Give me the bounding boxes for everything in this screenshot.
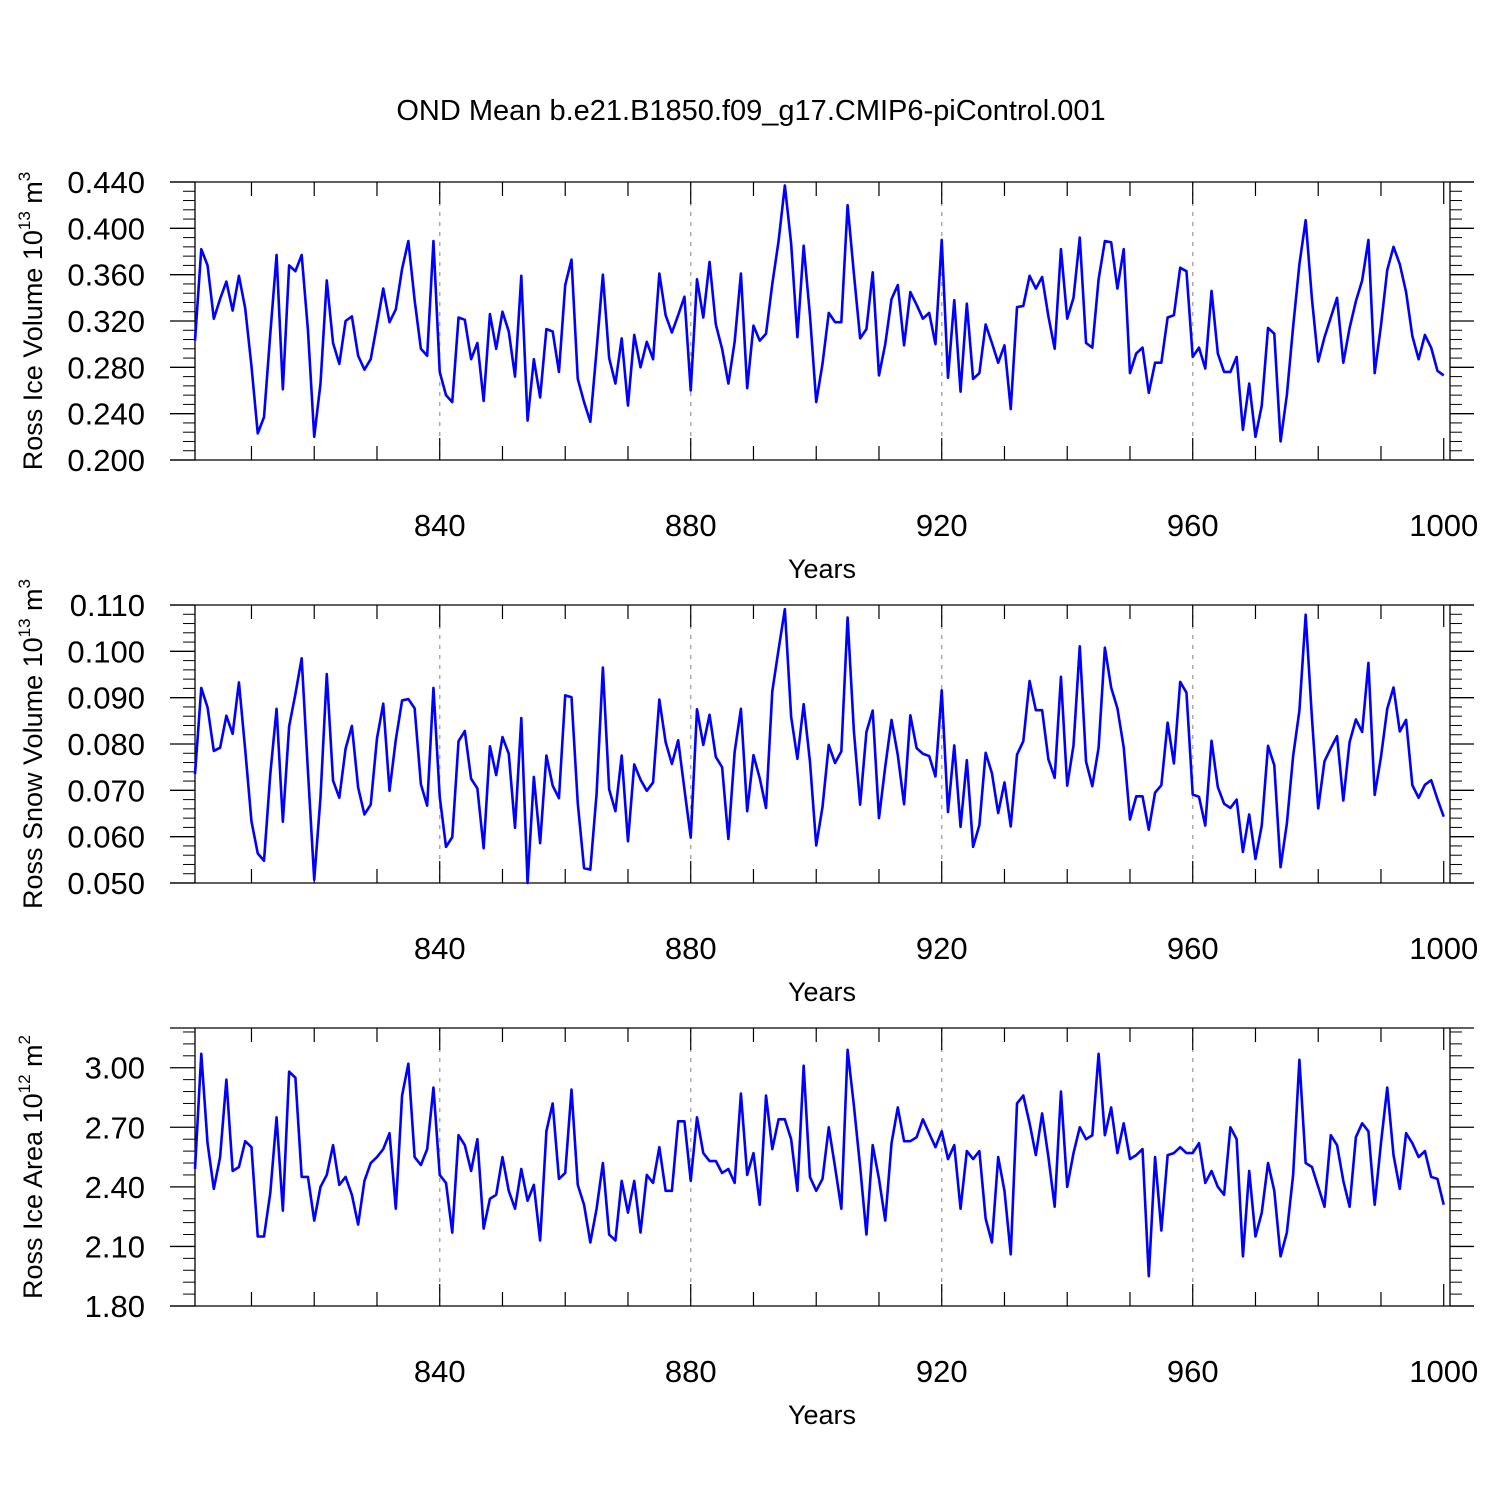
panel-3: 1.80 2.10 2.40 2.70 3.00 840 880 920 960 1000 Year… [15, 1027, 1478, 1430]
figure-title: OND Mean b.e21.B1850.f09_g17.CMIP6-piCon… [396, 95, 1105, 127]
x-axis-label: Years [788, 977, 856, 1007]
y-axis-label-ylabel-exp: 12 [15, 1074, 34, 1093]
y-tick-label: 0.070 [67, 773, 145, 808]
x-tick-label: 920 [916, 508, 968, 543]
x-tick-label: 1000 [1409, 508, 1478, 543]
y-tick-label: 0.240 [67, 397, 145, 432]
x-tick-label: 840 [414, 508, 466, 543]
y-axis-label-ylabel-main: Ross Ice Area 10 [18, 1093, 48, 1299]
series-line [193, 1048, 1445, 1278]
y-axis-label-ylabel-exp: 13 [15, 211, 34, 230]
y-axis-label: Ross Ice Volume 1013​ m3​ [15, 172, 48, 471]
x-tick-label: 920 [916, 1354, 968, 1389]
x-tick-label: 1000 [1409, 1354, 1478, 1389]
y-tick-label: 1.80 [85, 1289, 145, 1324]
y-axis-label-ylabel-exp: 13 [15, 618, 34, 637]
x-tick-label: 1000 [1409, 931, 1478, 966]
y-axis-label-ylabel-unit: m [18, 1044, 48, 1074]
y-tick-label: 0.110 [70, 588, 145, 623]
x-tick-label: 960 [1167, 1354, 1219, 1389]
y-tick-label: 0.440 [67, 165, 145, 200]
y-axis-label-ylabel-unit-exp: 3 [15, 172, 34, 181]
y-tick-label: 0.320 [67, 304, 145, 339]
y-axis-label-ylabel-main: Ross Snow Volume 10 [18, 637, 48, 909]
y-tick-label: 2.40 [85, 1170, 145, 1205]
y-axis-label-ylabel-unit: m [18, 181, 48, 211]
y-tick-label: 0.050 [67, 866, 145, 901]
y-axis-label: Ross Ice Area 1012​ m2​ [15, 1035, 48, 1299]
y-tick-label: 0.090 [67, 681, 145, 716]
x-axis-label: Years [788, 554, 856, 584]
x-tick-label: 960 [1167, 508, 1219, 543]
x-tick-label: 880 [665, 931, 717, 966]
y-tick-label: 0.100 [67, 634, 145, 669]
series-line [193, 184, 1445, 443]
y-axis-label-ylabel-unit-exp: 2 [15, 1035, 34, 1044]
y-tick-label: 0.060 [67, 820, 145, 855]
y-tick-label: 2.10 [85, 1229, 145, 1264]
y-tick-label: 0.200 [67, 443, 145, 478]
panel-2: 0.050 0.060 0.070 0.080 0.090 0.100 0.110 840 88… [15, 579, 1478, 1007]
y-tick-label: 0.280 [67, 350, 145, 385]
panel-1: 0.200 0.240 0.280 0.320 0.360 0.400 0.440 840 88… [15, 165, 1478, 584]
x-axis-label: Years [788, 1400, 856, 1430]
y-tick-label: 2.70 [85, 1110, 145, 1145]
y-axis-label-ylabel-unit: m [18, 588, 48, 618]
y-tick-label: 0.080 [67, 727, 145, 762]
y-tick-label: 3.00 [85, 1051, 145, 1086]
x-tick-label: 960 [1167, 931, 1219, 966]
x-tick-label: 840 [414, 1354, 466, 1389]
y-axis-label-ylabel-main: Ross Ice Volume 10 [18, 230, 48, 470]
x-tick-label: 880 [665, 1354, 717, 1389]
y-axis-label-ylabel-unit-exp: 3 [15, 579, 34, 588]
y-tick-label: 0.400 [67, 211, 145, 246]
panels: 0.200 0.240 0.280 0.320 0.360 0.400 0.440 840 88… [15, 165, 1478, 1430]
series-line [193, 607, 1445, 885]
x-tick-label: 920 [916, 931, 968, 966]
y-tick-label: 0.360 [67, 258, 145, 293]
y-axis-label: Ross Snow Volume 1013​ m3​ [15, 579, 48, 909]
x-tick-label: 880 [665, 508, 717, 543]
x-tick-label: 840 [414, 931, 466, 966]
